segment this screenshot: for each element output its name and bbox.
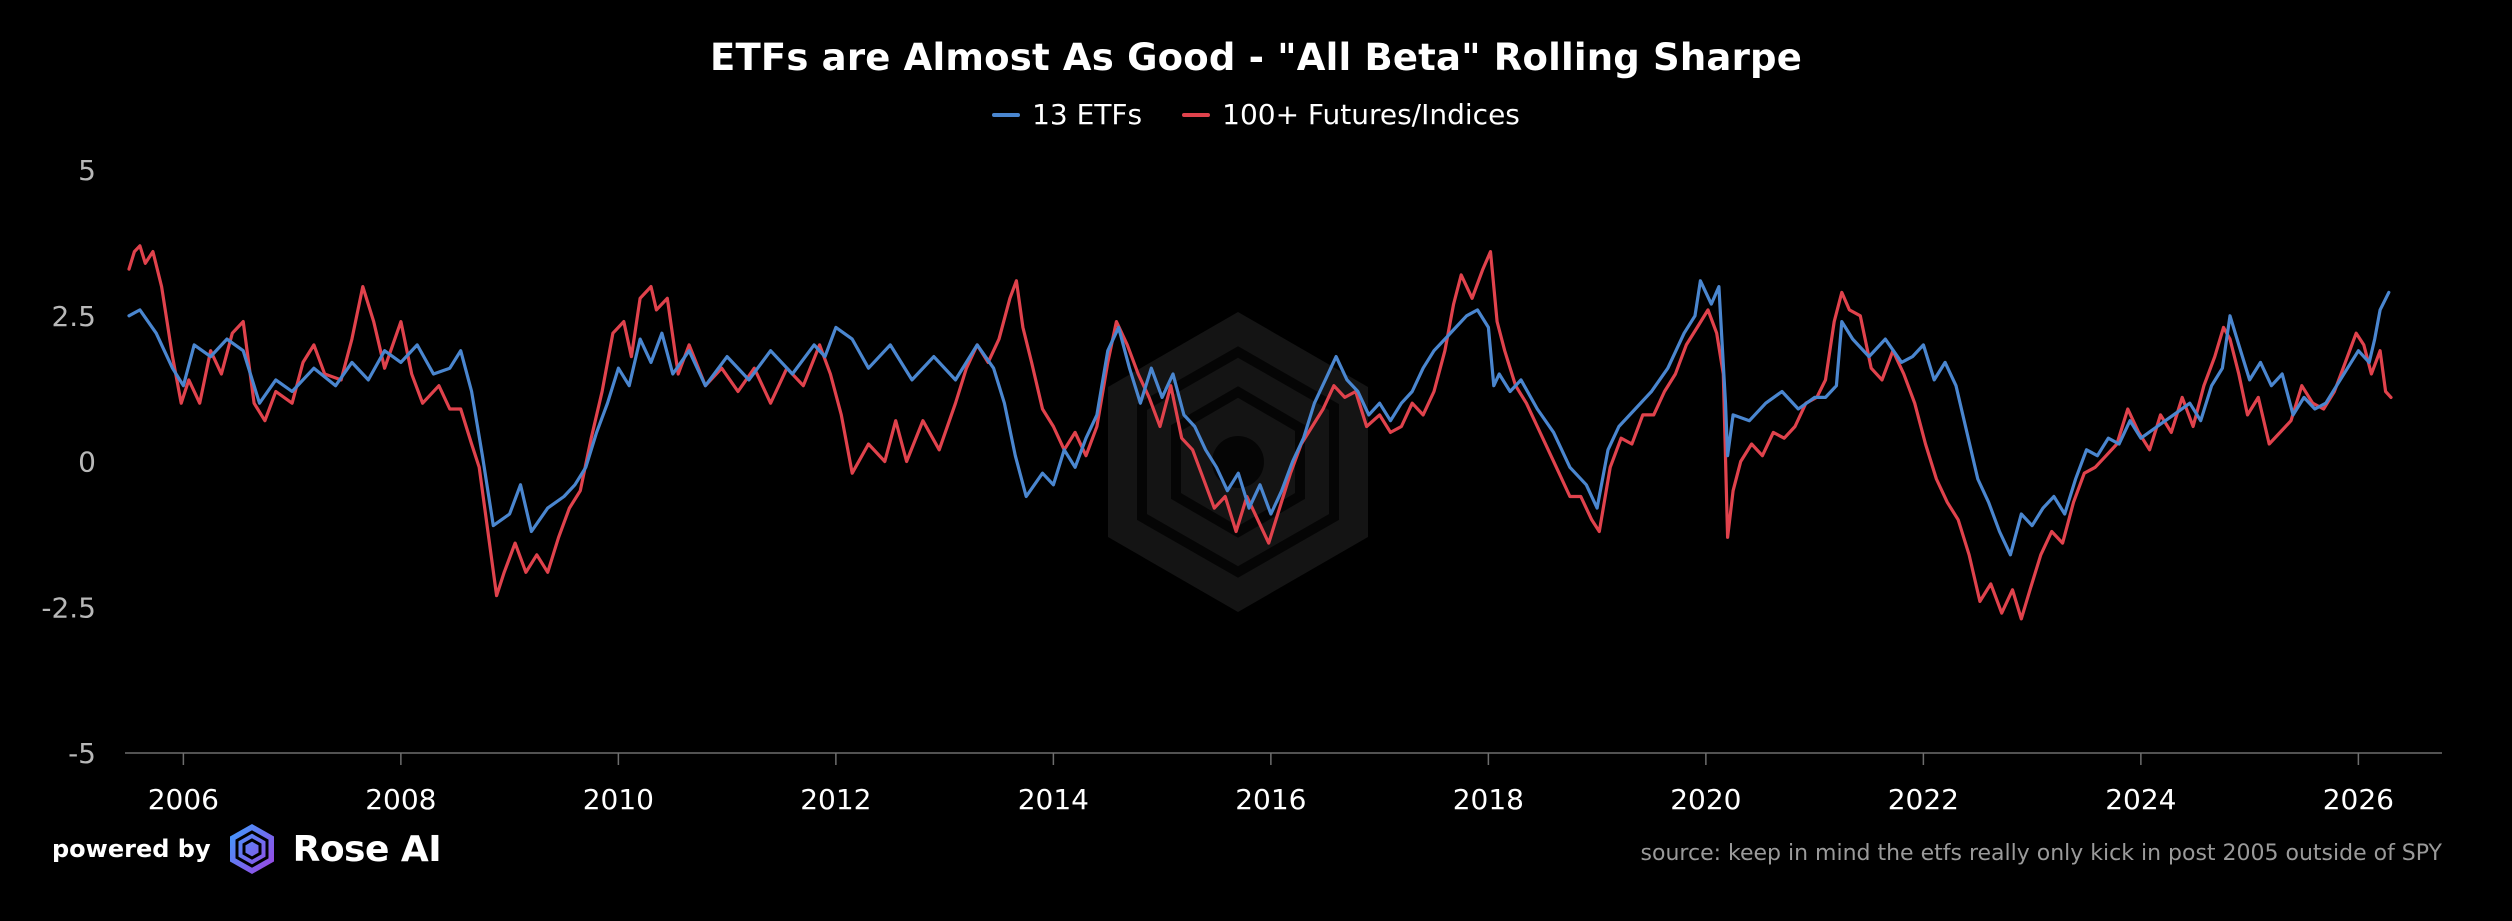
chart-legend: 13 ETFs 100+ Futures/Indices <box>0 98 2512 131</box>
series-layer <box>127 244 2393 621</box>
x-tick-label: 2018 <box>1453 783 1524 816</box>
x-tick-label: 2024 <box>2105 783 2176 816</box>
chart-title: ETFs are Almost As Good - "All Beta" Rol… <box>709 36 1803 79</box>
legend-swatch-futures <box>1182 112 1211 117</box>
series-line-13-etfs[interactable] <box>127 279 2391 557</box>
y-tick-label: 2.5 <box>51 300 96 333</box>
brand-name: Rose AI <box>292 828 442 870</box>
x-tick-label: 2006 <box>148 783 219 816</box>
rose-ai-logo-icon <box>229 824 274 874</box>
legend-label-futures: 100+ Futures/Indices <box>1222 98 1520 131</box>
source-note: source: keep in mind the etfs really onl… <box>1640 841 2442 866</box>
y-tick-label: -5 <box>68 737 96 770</box>
y-tick-label: 5 <box>78 154 96 187</box>
rose-ai-watermark-icon <box>1108 312 1368 612</box>
x-tick-label: 2014 <box>1018 783 1089 816</box>
y-tick-label: 0 <box>78 446 96 479</box>
powered-by-branding[interactable]: powered by Rose AI <box>52 822 442 876</box>
x-tick-label: 2020 <box>1670 783 1741 816</box>
x-axis: 2006 2008 2010 2012 2014 2016 2018 2020 2022 2024… <box>125 752 2442 816</box>
legend-item-etfs[interactable]: 13 ETFs <box>992 98 1142 131</box>
y-axis: 5 2.5 0 -2.5 -5 <box>41 154 96 770</box>
x-tick-label: 2010 <box>583 783 654 816</box>
x-tick-label: 2026 <box>2323 783 2394 816</box>
legend-swatch-etfs <box>992 112 1021 117</box>
x-tick-label: 2012 <box>800 783 871 816</box>
x-tick-label: 2022 <box>1888 783 1959 816</box>
y-tick-label: -2.5 <box>41 591 96 624</box>
powered-by-label: powered by <box>52 835 211 863</box>
x-tick-label: 2008 <box>365 783 436 816</box>
x-tick-label: 2016 <box>1235 783 1306 816</box>
legend-item-futures[interactable]: 100+ Futures/Indices <box>1182 98 1520 131</box>
series-line-futures-indices[interactable] <box>127 244 2393 621</box>
legend-label-etfs: 13 ETFs <box>1032 98 1143 131</box>
